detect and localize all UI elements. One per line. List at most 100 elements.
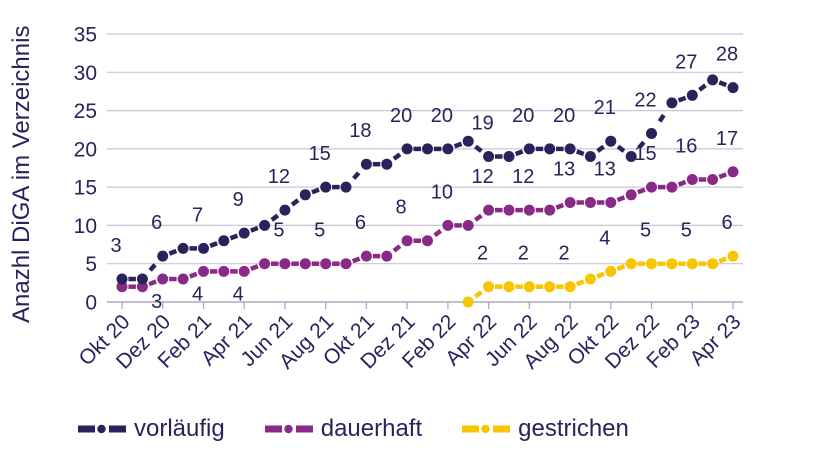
series-gestrichen-segment [569,276,592,289]
data-label-dauerhaft: 13 [553,159,575,181]
series-vorlaeufig-point [625,151,637,162]
series-vorlaeufig-segment [202,238,225,251]
series-dauerhaft-point [422,235,433,247]
data-label-vorlaeufig: 21 [594,97,616,119]
series-vorlaeufig-point [116,273,128,285]
series-dauerhaft-segment [345,253,368,266]
series-gestrichen-point [523,281,535,293]
legend-item-dauerhaft: dauerhaft [264,417,422,441]
series-vorlaeufig-segment [711,77,734,90]
data-label-dauerhaft: 5 [273,220,284,242]
series-vorlaeufig-point [727,82,739,94]
series-vorlaeufig-point [157,250,169,262]
series-dauerhaft-point [625,189,637,201]
data-label-dauerhaft: 15 [634,143,656,165]
series-vorlaeufig-point [707,74,719,86]
series-dauerhaft-segment [243,261,266,274]
series-vorlaeufig-point [523,143,535,155]
series-vorlaeufig-segment [263,208,287,228]
y-tick-label: 30 [74,62,97,85]
data-label-vorlaeufig: 20 [431,105,453,127]
series-vorlaeufig-segment [304,184,327,197]
data-label-dauerhaft: 12 [512,166,534,188]
series-dauerhaft-point [320,258,332,270]
y-tick-label: 10 [74,215,97,238]
data-label-dauerhaft: 17 [716,128,738,150]
series-vorlaeufig-segment [140,254,165,281]
series-vorlaeufig-point [442,143,454,155]
legend-item-vorlaeufig: vorläufig [78,417,225,441]
data-label-vorlaeufig: 22 [634,90,656,112]
series-vorlaeufig-segment [223,230,245,243]
data-label-vorlaeufig: 20 [512,105,534,127]
series-gestrichen-point [646,258,657,270]
series-vorlaeufig-point [646,128,657,139]
data-label-vorlaeufig: 20 [390,105,412,127]
series-dauerhaft-point [544,204,556,216]
series-vorlaeufig-point [605,135,617,147]
series-dauerhaft-point [360,250,372,262]
series-vorlaeufig-segment [447,139,469,152]
series-dauerhaft-segment [610,192,632,205]
series-dauerhaft-point [299,258,311,270]
y-tick-label: 35 [74,24,97,47]
data-label-gestrichen: 4 [599,227,610,249]
series-vorlaeufig-point [198,242,209,254]
data-label-vorlaeufig: 28 [716,44,738,66]
y-tick-label: 5 [85,253,97,276]
series-dauerhaft-point [401,235,413,247]
data-label-dauerhaft: 4 [233,283,244,305]
series-vorlaeufig-segment [609,139,633,159]
series-vorlaeufig-point [544,143,556,155]
series-vorlaeufig-segment [589,139,613,159]
series-vorlaeufig-segment [243,223,266,236]
series-dauerhaft-segment [630,184,653,197]
series-gestrichen-segment [589,269,612,282]
series-gestrichen-point [483,281,495,293]
series-dauerhaft-point [381,250,393,262]
data-label-dauerhaft: 6 [355,212,366,234]
series-gestrichen-point [625,258,637,270]
y-tick-label: 20 [74,138,97,161]
series-vorlaeufig-segment [508,146,531,159]
series-dauerhaft-point [707,174,719,185]
series-gestrichen-point [666,258,678,270]
series-dauerhaft-segment [426,223,450,243]
legend-swatch-gestrichen-icon [462,424,511,434]
series-gestrichen-point [584,273,596,285]
series-vorlaeufig-point [483,151,495,162]
data-label-dauerhaft: 16 [675,136,697,158]
series-gestrichen-point [564,281,576,293]
series-dauerhaft-segment [548,200,571,213]
series-dauerhaft-point [584,197,596,208]
chart-legend: vorläufig dauerhaft gestrichen [0,417,822,441]
series-vorlaeufig-point [218,235,230,247]
series-dauerhaft-point [564,197,576,208]
series-vorlaeufig-point [320,181,332,193]
series-gestrichen-point [544,281,556,293]
series-vorlaeufig-segment [161,246,184,259]
data-label-vorlaeufig: 6 [151,212,162,234]
data-label-dauerhaft: 12 [471,166,493,188]
legend-swatch-dauerhaft-icon [264,424,313,434]
series-gestrichen-point [462,296,474,308]
data-label-gestrichen: 2 [518,243,529,265]
data-label-dauerhaft: 13 [594,159,616,181]
data-label-vorlaeufig: 9 [233,189,244,211]
series-vorlaeufig-point [564,143,576,155]
y-tick-label: 25 [74,100,97,123]
series-dauerhaft-point [177,273,189,285]
series-dauerhaft-point [157,273,169,285]
series-gestrichen-point [605,265,617,277]
data-label-dauerhaft: 3 [151,291,162,313]
data-label-vorlaeufig: 27 [675,51,697,73]
series-dauerhaft-segment [385,238,409,258]
series-gestrichen-segment [711,253,734,266]
series-vorlaeufig-point [136,273,148,285]
series-vorlaeufig-point [584,151,596,162]
data-label-dauerhaft: 10 [431,181,453,203]
series-vorlaeufig-point [279,204,291,216]
legend-label-gestrichen: gestrichen [518,415,629,442]
series-vorlaeufig-segment [629,132,654,158]
